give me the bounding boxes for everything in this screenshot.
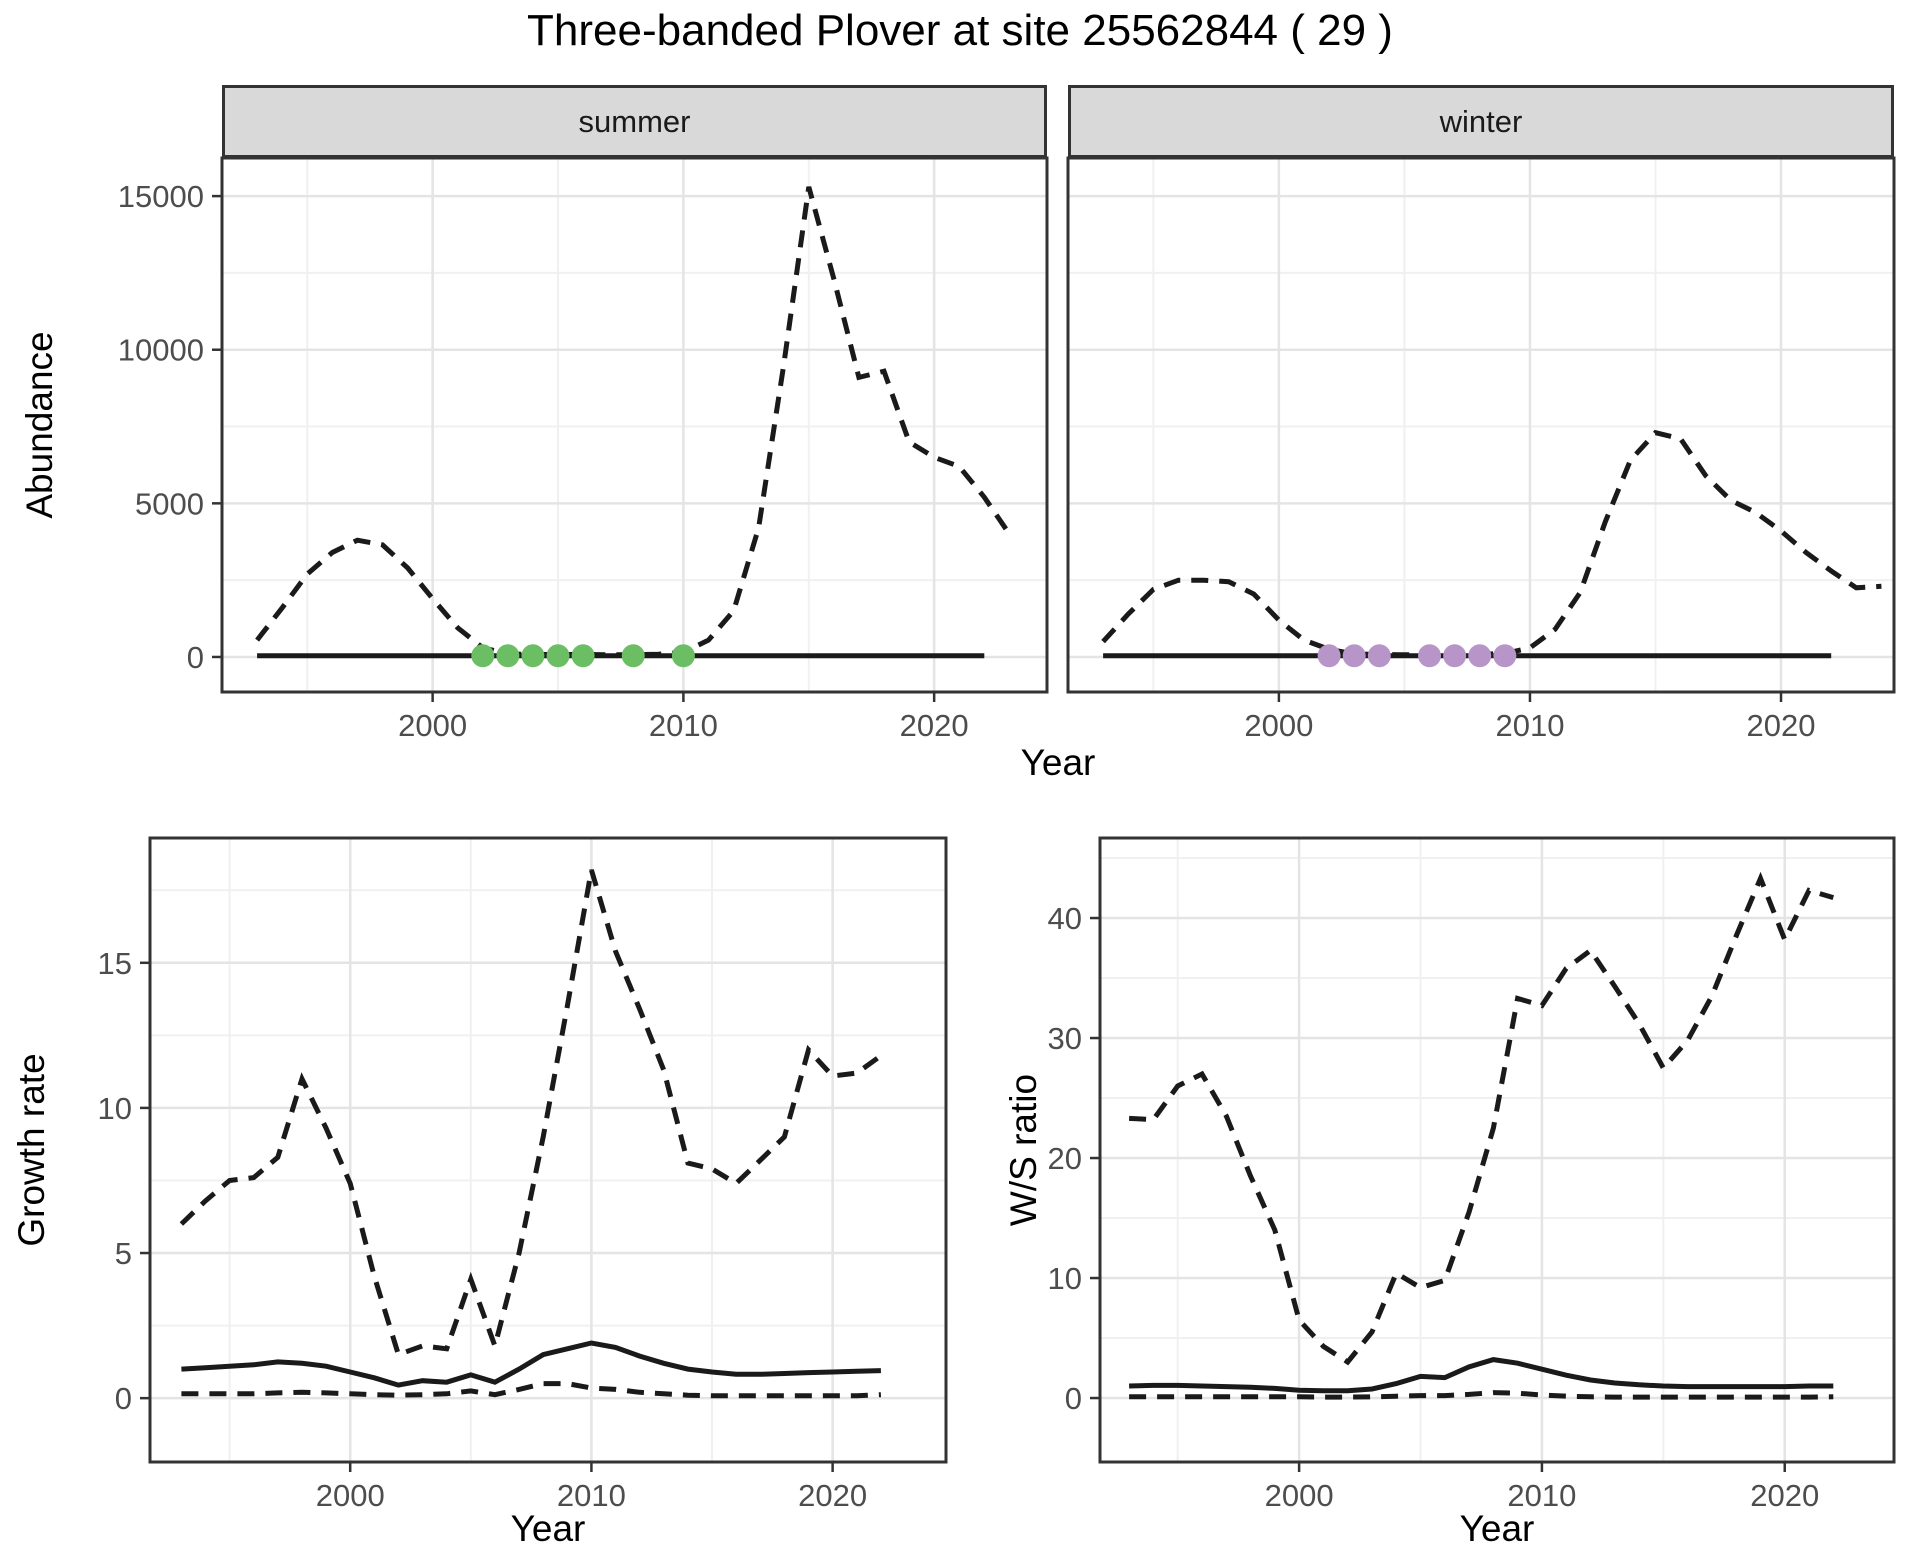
panel-background: [1068, 158, 1894, 692]
y-tick-label: 15000: [118, 179, 204, 214]
x-axis-title-year-bottom-right: Year: [1459, 1508, 1535, 1549]
panel-background: [1100, 838, 1894, 1462]
y-tick-label: 0: [115, 1381, 132, 1416]
facet-strip-summer-label: summer: [578, 103, 691, 139]
panel-border: [1066, 156, 1896, 694]
facet-strip-winter: winter: [1068, 85, 1894, 158]
summer-flagged-years-points: [471, 644, 495, 668]
y-tick-label: 0: [1065, 1381, 1082, 1416]
panel-border: [1098, 836, 1896, 1464]
y-tick-label: 5: [115, 1236, 132, 1271]
ws-upper-dashed: [1128, 871, 1835, 1366]
y-tick-label: 5000: [135, 486, 204, 521]
ws-lower-dashed: [1129, 1390, 1834, 1400]
y-tick-label: 10: [1048, 1261, 1082, 1296]
panel-background: [222, 158, 1047, 692]
x-tick-label: 2000: [1244, 708, 1313, 743]
winter-flagged-years-points: [1418, 644, 1442, 668]
y-tick-label: 15: [98, 946, 132, 981]
y-tick-label: 0: [187, 640, 204, 675]
winter-model-dashed: [1101, 429, 1882, 658]
winter-flagged-years-points: [1317, 644, 1341, 668]
growth-median-solid: [181, 1340, 881, 1388]
summer-flagged-years-points: [521, 644, 545, 668]
x-tick-label: 2010: [1507, 1478, 1576, 1513]
y-tick-label: 10: [98, 1091, 132, 1126]
x-tick-label: 2010: [1495, 708, 1564, 743]
facet-strip-summer: summer: [222, 85, 1047, 158]
y-tick-label: 30: [1048, 1021, 1082, 1056]
summer-flagged-years-points: [571, 644, 595, 668]
summer-flagged-years-points: [496, 644, 520, 668]
y-axis-title-ws-ratio: W/S ratio: [1003, 1073, 1044, 1227]
winter-flagged-years-points: [1493, 644, 1517, 668]
x-tick-label: 2010: [557, 1478, 626, 1513]
winter-flagged-years-points: [1443, 644, 1467, 668]
chart-title: Three-banded Plover at site 25562844 ( 2…: [527, 6, 1393, 55]
y-tick-label: 20: [1048, 1141, 1082, 1176]
y-tick-label: 10000: [118, 333, 204, 368]
x-tick-label: 2020: [900, 708, 969, 743]
winter-flagged-years-points: [1367, 644, 1391, 668]
x-tick-label: 2000: [398, 708, 467, 743]
panel-border: [148, 836, 948, 1464]
growth-upper-dashed: [179, 869, 883, 1358]
ws-median-solid: [1129, 1357, 1834, 1394]
panel-border: [220, 156, 1049, 694]
x-axis-title-year-top: Year: [1020, 742, 1096, 783]
x-axis-title-year-bottom-left: Year: [510, 1508, 586, 1549]
x-tick-label: 2000: [316, 1478, 385, 1513]
facet-strip-winter-label: winter: [1439, 103, 1523, 139]
y-axis-title-abundance: Abundance: [19, 331, 60, 519]
x-tick-label: 2020: [1747, 708, 1816, 743]
y-tick-label: 40: [1048, 901, 1082, 936]
summer-flagged-years-points: [621, 644, 645, 668]
x-tick-label: 2000: [1265, 1478, 1334, 1513]
winter-flagged-years-points: [1342, 644, 1366, 668]
summer-flagged-years-points: [546, 644, 570, 668]
x-tick-label: 2020: [1750, 1478, 1819, 1513]
x-tick-label: 2020: [798, 1478, 867, 1513]
growth-lower-dashed: [181, 1381, 882, 1399]
panel-background: [150, 838, 946, 1462]
summer-flagged-years-points: [671, 644, 695, 668]
y-axis-title-growth-rate: Growth rate: [11, 1053, 52, 1247]
x-tick-label: 2010: [649, 708, 718, 743]
winter-flagged-years-points: [1468, 644, 1492, 668]
